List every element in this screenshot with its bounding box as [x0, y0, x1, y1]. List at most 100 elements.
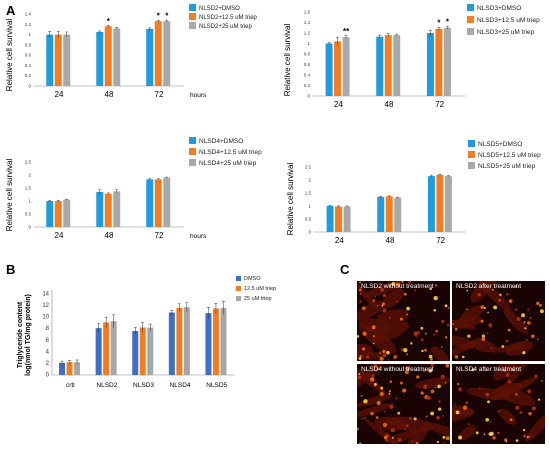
x-tick-label: NLSD3 [133, 382, 154, 389]
chart-1: 0 0.2 0.4 0.6 0.8 1 1.2 1.4 Relative cell surviv… [5, 4, 258, 99]
lipid-droplet [372, 335, 376, 338]
y-axis-label: Relative cell survival [5, 19, 14, 92]
lipid-droplet [537, 398, 541, 401]
bar [66, 362, 73, 375]
cell-body [357, 366, 386, 394]
lipid-droplet [483, 307, 486, 310]
lipid-droplet [430, 389, 435, 394]
lipid-droplet [391, 281, 396, 286]
lipid-droplet [485, 369, 487, 372]
y-tick-label: 0.5 [25, 212, 32, 217]
lipid-droplet [358, 442, 362, 444]
lipid-droplet [509, 418, 513, 422]
micrograph-nlsd4-untreated: NLSD4 without treatment [357, 364, 450, 444]
bar [176, 307, 183, 375]
lipid-droplet [501, 345, 505, 348]
bar [163, 21, 171, 87]
legend-label: NLSD4+12.5 uM triep [199, 149, 262, 156]
micrograph-image [357, 281, 450, 361]
cell-body [357, 393, 393, 408]
micrograph-label: NLSD4 after treatment [456, 366, 522, 373]
y-tick-label: 1.6 [304, 10, 311, 15]
bar [183, 307, 190, 375]
lipid-droplet [454, 403, 456, 405]
lipid-droplet [402, 388, 407, 393]
y-tick-label: 0.8 [304, 52, 311, 57]
lipid-droplet [357, 335, 360, 338]
lipid-droplet [487, 400, 490, 404]
legend-swatch [236, 276, 241, 281]
significance-marker: * [446, 18, 450, 27]
lipid-droplet [523, 321, 526, 324]
y-tick-label: 0.4 [25, 63, 32, 68]
lipid-droplet [415, 441, 419, 444]
y-tick-label: 2 [28, 173, 31, 178]
y-tick-label: 1.5 [25, 186, 32, 191]
y-tick-label: 4 [46, 349, 50, 355]
cell-body [357, 403, 395, 418]
bar [393, 35, 401, 96]
micrograph-label: NLSD2 after treatment [456, 283, 522, 290]
lipid-droplet [446, 323, 450, 327]
lipid-droplet [506, 373, 510, 377]
lipid-droplet [499, 293, 502, 296]
cell-body [493, 364, 525, 381]
cell-body [452, 335, 475, 350]
bar [334, 41, 342, 96]
bar [325, 43, 333, 96]
y-tick-label: 1.2 [25, 22, 32, 27]
x-tick-label: 72 [436, 236, 445, 245]
lipid-droplet [385, 439, 388, 442]
lipid-droplet [438, 400, 441, 403]
lipid-droplet [433, 308, 437, 312]
lipid-droplet [370, 411, 374, 416]
bar [342, 37, 350, 96]
legend-label: NLSD2+12.5 uM triep [199, 15, 258, 21]
lipid-droplet [489, 421, 491, 423]
lipid-droplet [529, 316, 532, 320]
lipid-droplet [390, 428, 395, 433]
x-tick-label: 48 [105, 231, 114, 240]
bar [113, 28, 121, 86]
lipid-droplet [383, 410, 386, 413]
lipid-droplet [358, 288, 362, 292]
bar [63, 34, 71, 86]
lipid-droplet [506, 293, 509, 296]
chart-5: 0 2 4 6 8 10 12 14 Triglyceride content log(nmol … [17, 276, 276, 389]
legend-label: NLSD5+12.5 uM triep [478, 152, 541, 159]
bar [104, 26, 112, 86]
lipid-droplet [487, 311, 489, 314]
lipid-droplet [389, 404, 394, 409]
bar [376, 36, 384, 96]
lipid-droplet [378, 351, 382, 355]
lipid-droplet [410, 342, 413, 345]
bar [427, 176, 435, 232]
micrograph-nlsd4-treated: NLSD4 after treatment [452, 364, 545, 444]
bar [110, 321, 117, 375]
lipid-droplet [424, 348, 427, 352]
lipid-droplet [373, 364, 378, 368]
lipid-droplet [454, 355, 459, 359]
significance-marker: * [107, 17, 111, 26]
lipid-droplet [420, 326, 424, 330]
lipid-droplet [452, 322, 454, 325]
bar [104, 193, 112, 227]
lipid-droplet [361, 347, 366, 351]
lipid-droplet [442, 415, 444, 417]
cell-body [422, 421, 450, 438]
bar [63, 199, 71, 227]
lipid-droplet [401, 281, 404, 283]
x-tick-label: 72 [435, 100, 444, 109]
lipid-droplet [527, 321, 531, 325]
lipid-droplet [537, 338, 539, 341]
micrograph-image [452, 364, 545, 444]
legend-label: NLSD2+DMSO [199, 6, 240, 12]
y-tick-label: 2 [308, 178, 311, 183]
lipid-droplet [480, 305, 485, 309]
legend-swatch [189, 13, 196, 20]
lipid-droplet [409, 416, 412, 420]
y-tick-label: 12 [42, 303, 49, 309]
lipid-droplet [361, 417, 363, 420]
lipid-droplet [527, 389, 532, 394]
y-tick-label: 0 [307, 94, 310, 99]
